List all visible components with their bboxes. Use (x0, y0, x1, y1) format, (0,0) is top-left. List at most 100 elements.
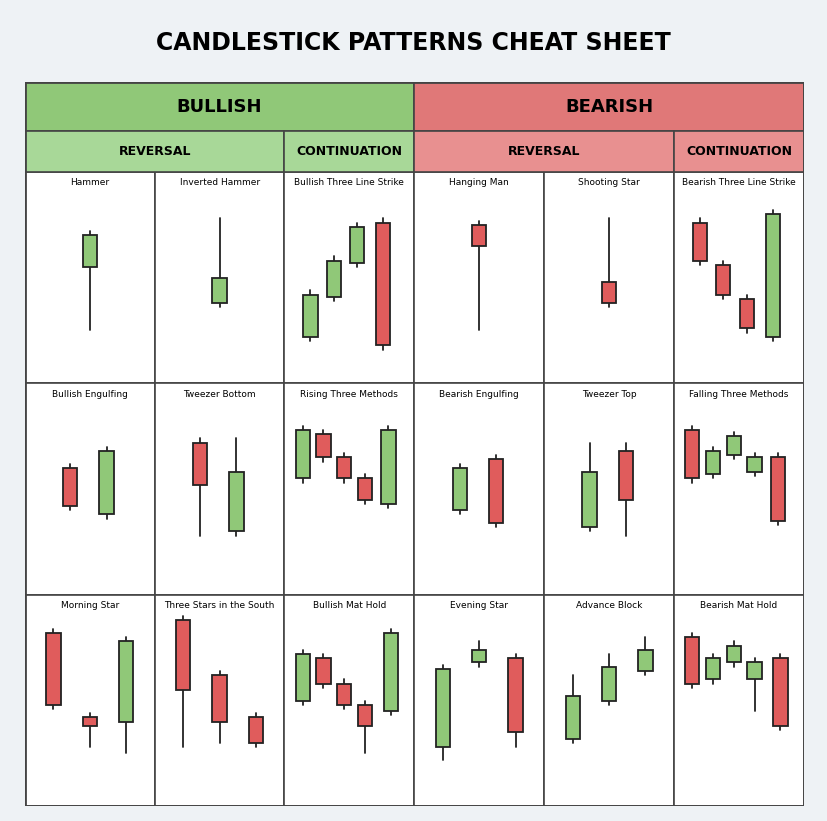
Bar (25, 172, 155, 383)
Bar (773, 658, 787, 726)
Bar (155, 172, 284, 383)
Text: Bullish Engulfing: Bullish Engulfing (52, 390, 127, 399)
Bar (25, 131, 284, 172)
Bar (685, 637, 700, 684)
Bar (229, 472, 244, 531)
Bar (748, 457, 762, 472)
Text: REVERSAL: REVERSAL (508, 145, 581, 158)
Bar (284, 594, 414, 806)
Bar (316, 434, 331, 457)
Bar (582, 472, 597, 527)
Bar (414, 82, 804, 131)
Bar (213, 675, 227, 722)
Bar (316, 658, 331, 684)
Bar (766, 214, 780, 337)
Bar (46, 633, 60, 704)
Bar (685, 430, 700, 479)
Text: Tweezer Bottom: Tweezer Bottom (184, 390, 256, 399)
Bar (693, 222, 707, 261)
Bar (381, 430, 395, 504)
Bar (83, 718, 97, 726)
Text: Bearish Three Line Strike: Bearish Three Line Strike (682, 178, 796, 187)
Bar (414, 594, 544, 806)
Bar (472, 649, 486, 663)
Bar (602, 282, 616, 303)
Bar (705, 658, 720, 679)
Bar (674, 383, 804, 594)
Bar (337, 457, 351, 479)
Bar (99, 451, 114, 515)
Bar (284, 131, 414, 172)
Bar (119, 641, 133, 722)
Bar (284, 383, 414, 594)
Bar (284, 172, 414, 383)
Text: Hanging Man: Hanging Man (449, 178, 509, 187)
Text: CONTINUATION: CONTINUATION (686, 145, 792, 158)
Text: Tweezer Top: Tweezer Top (581, 390, 637, 399)
Bar (544, 383, 674, 594)
Bar (705, 451, 720, 475)
Bar (674, 172, 804, 383)
Bar (25, 594, 155, 806)
Bar (739, 299, 754, 328)
Bar (304, 295, 318, 337)
Bar (674, 131, 804, 172)
Text: BEARISH: BEARISH (565, 98, 653, 116)
Bar (63, 468, 78, 506)
Bar (509, 658, 523, 732)
Bar (727, 436, 741, 455)
Bar (384, 633, 398, 711)
Bar (771, 457, 785, 521)
Bar (544, 594, 674, 806)
Bar (295, 430, 310, 479)
Bar (414, 131, 674, 172)
Bar (249, 718, 263, 743)
Bar (619, 451, 633, 500)
Text: CONTINUATION: CONTINUATION (296, 145, 403, 158)
Bar (327, 261, 341, 296)
Bar (674, 594, 804, 806)
Bar (566, 696, 580, 739)
Text: Falling Three Methods: Falling Three Methods (689, 390, 789, 399)
Text: CANDLESTICK PATTERNS CHEAT SHEET: CANDLESTICK PATTERNS CHEAT SHEET (156, 31, 671, 55)
Bar (544, 172, 674, 383)
Text: BULLISH: BULLISH (177, 98, 262, 116)
Bar (25, 383, 155, 594)
Text: Hammer: Hammer (70, 178, 109, 187)
Bar (358, 479, 372, 500)
Bar (414, 383, 544, 594)
Bar (489, 460, 504, 523)
Bar (638, 649, 653, 671)
Text: Bullish Mat Hold: Bullish Mat Hold (313, 601, 386, 610)
Bar (155, 594, 284, 806)
Bar (436, 669, 450, 747)
Text: Evening Star: Evening Star (450, 601, 509, 610)
Text: Morning Star: Morning Star (60, 601, 119, 610)
Bar (358, 704, 372, 726)
Text: Three Stars in the South: Three Stars in the South (165, 601, 275, 610)
Bar (602, 667, 616, 700)
Bar (350, 227, 365, 263)
Bar (295, 654, 310, 700)
Bar (716, 265, 730, 295)
Bar (337, 684, 351, 704)
Text: Shooting Star: Shooting Star (578, 178, 640, 187)
Bar (83, 236, 97, 267)
Bar (176, 620, 190, 690)
Text: Advance Block: Advance Block (576, 601, 643, 610)
Bar (155, 383, 284, 594)
Bar (727, 645, 741, 663)
Bar (472, 225, 486, 246)
Bar (213, 277, 227, 303)
Text: REVERSAL: REVERSAL (118, 145, 191, 158)
Text: Bullish Three Line Strike: Bullish Three Line Strike (294, 178, 404, 187)
Text: Rising Three Methods: Rising Three Methods (300, 390, 399, 399)
Text: Bearish Engulfing: Bearish Engulfing (439, 390, 519, 399)
Bar (414, 172, 544, 383)
Bar (193, 443, 208, 485)
Text: Inverted Hammer: Inverted Hammer (179, 178, 260, 187)
Text: Bearish Mat Hold: Bearish Mat Hold (700, 601, 777, 610)
Bar (452, 468, 467, 510)
Bar (748, 663, 762, 679)
Bar (376, 222, 390, 346)
